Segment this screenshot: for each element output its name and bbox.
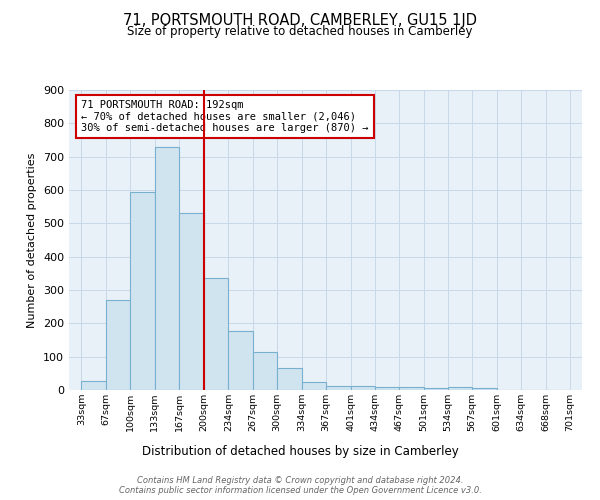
Text: 71, PORTSMOUTH ROAD, CAMBERLEY, GU15 1JD: 71, PORTSMOUTH ROAD, CAMBERLEY, GU15 1JD — [123, 12, 477, 28]
Bar — [82, 381, 106, 390]
Bar — [424, 388, 448, 390]
Y-axis label: Number of detached properties: Number of detached properties — [28, 152, 37, 328]
Bar — [229, 330, 253, 390]
Bar — [399, 388, 424, 390]
Bar — [448, 388, 472, 390]
Bar — [472, 388, 497, 390]
Text: Contains HM Land Registry data © Crown copyright and database right 2024.
Contai: Contains HM Land Registry data © Crown c… — [119, 476, 481, 495]
Bar — [106, 300, 130, 390]
Text: Distribution of detached houses by size in Camberley: Distribution of detached houses by size … — [142, 444, 458, 458]
Bar — [253, 352, 277, 390]
Bar — [302, 382, 326, 390]
Bar — [203, 278, 229, 390]
Bar — [374, 388, 399, 390]
Bar — [277, 368, 302, 390]
Bar — [179, 214, 203, 390]
Text: Size of property relative to detached houses in Camberley: Size of property relative to detached ho… — [127, 25, 473, 38]
Bar — [326, 386, 350, 390]
Text: 71 PORTSMOUTH ROAD: 192sqm
← 70% of detached houses are smaller (2,046)
30% of s: 71 PORTSMOUTH ROAD: 192sqm ← 70% of deta… — [82, 100, 369, 133]
Bar — [350, 386, 374, 390]
Bar — [155, 146, 179, 390]
Bar — [130, 192, 155, 390]
